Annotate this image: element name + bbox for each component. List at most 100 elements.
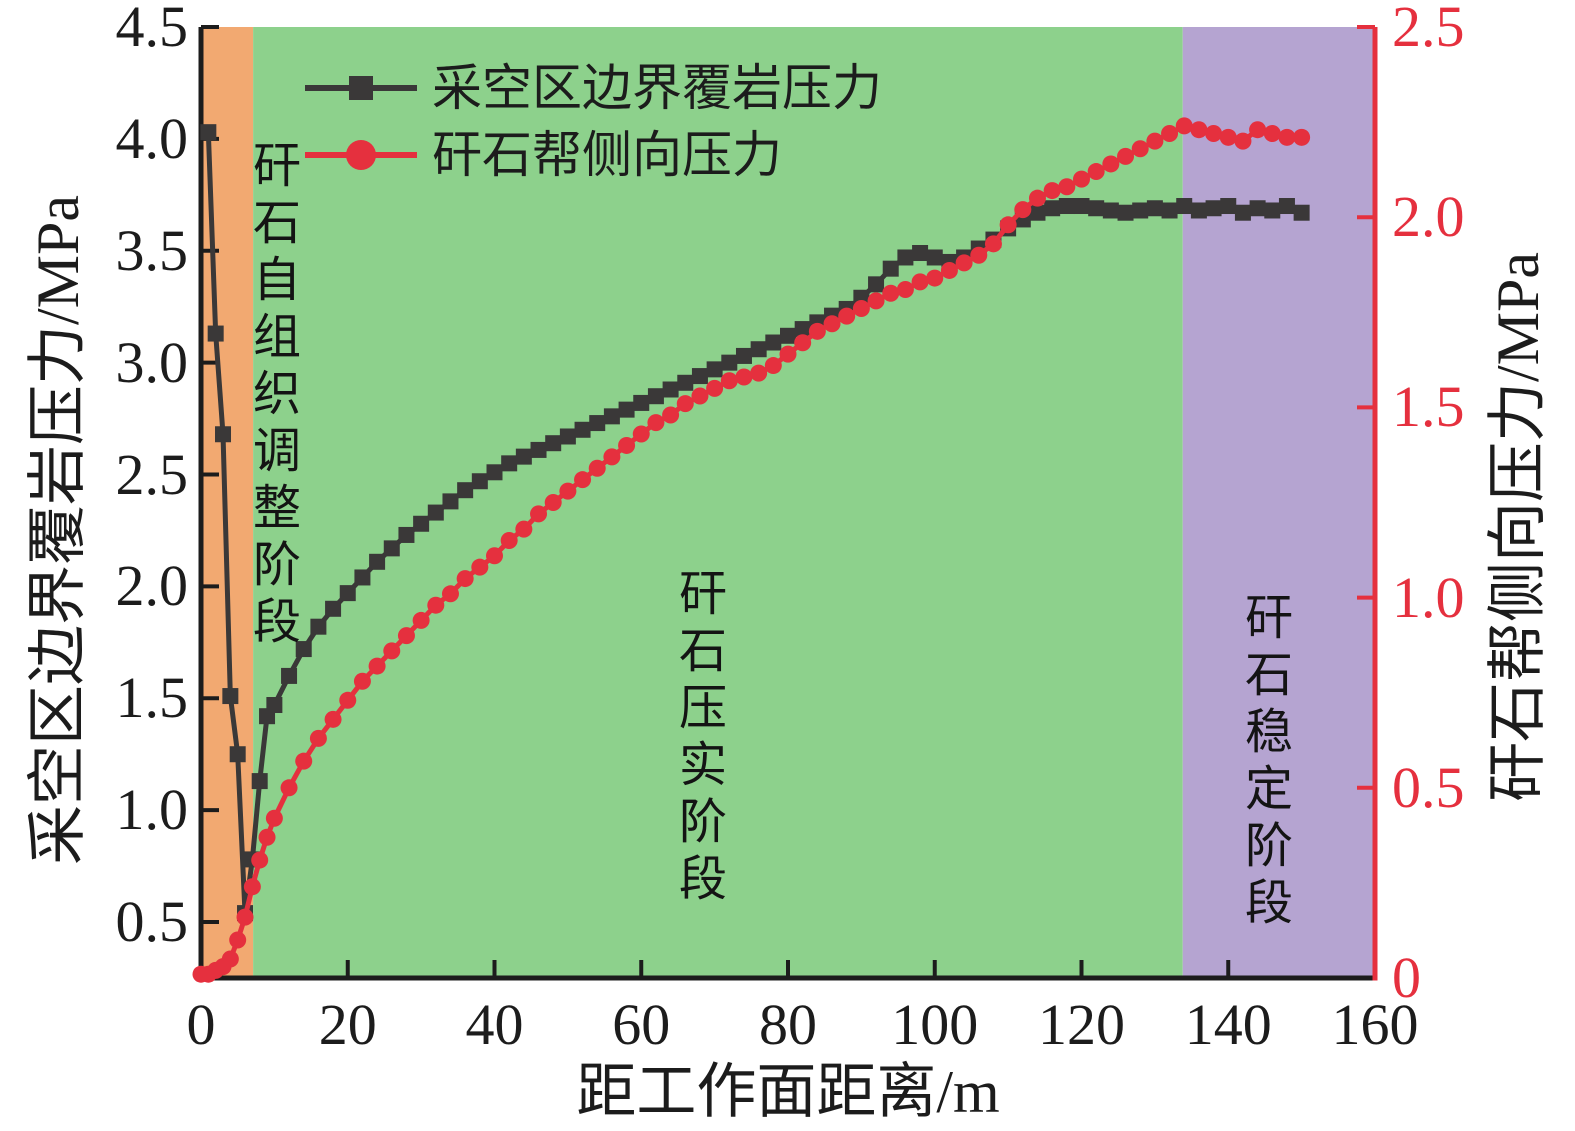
series-0-marker bbox=[442, 493, 459, 510]
series-1-marker bbox=[339, 691, 357, 709]
series-1-marker bbox=[823, 315, 841, 333]
y-right-tick-label: 0.5 bbox=[1392, 754, 1465, 820]
x-tick-label: 20 bbox=[318, 992, 377, 1057]
y-left-tick-label: 2.5 bbox=[115, 441, 189, 507]
series-1-marker bbox=[794, 334, 812, 352]
series-1-marker bbox=[251, 851, 269, 869]
series-0-marker bbox=[545, 435, 562, 452]
series-1-marker bbox=[647, 414, 665, 432]
series-0-marker bbox=[266, 697, 283, 714]
series-0-marker bbox=[1234, 204, 1251, 221]
series-0-marker bbox=[398, 526, 415, 543]
series-0-marker bbox=[413, 515, 430, 532]
x-tick-label: 40 bbox=[465, 992, 524, 1057]
series-1-marker bbox=[1043, 182, 1061, 200]
series-1-marker bbox=[984, 235, 1002, 253]
annotation-compaction-stage: 矸石压实阶段 bbox=[671, 568, 724, 910]
series-1-marker bbox=[1058, 178, 1076, 196]
series-1-marker bbox=[1073, 170, 1090, 188]
series-1-marker bbox=[896, 280, 914, 298]
series-0-marker bbox=[339, 585, 356, 602]
y-axis-left-title: 采空区边界覆岩压力/MPa bbox=[25, 194, 91, 866]
series-1-marker bbox=[588, 459, 606, 477]
series-1-marker bbox=[309, 729, 327, 747]
series-1-marker bbox=[970, 246, 988, 264]
series-1-marker bbox=[500, 532, 518, 550]
series-0-marker bbox=[1117, 204, 1134, 221]
x-tick-label: 100 bbox=[891, 992, 979, 1057]
series-1-marker bbox=[236, 908, 254, 926]
series-0-marker bbox=[229, 746, 246, 763]
series-1-marker bbox=[838, 307, 856, 325]
series-1-marker bbox=[1263, 125, 1281, 143]
series-0-marker bbox=[618, 401, 635, 418]
series-1-marker bbox=[324, 710, 342, 728]
x-tick-label: 160 bbox=[1331, 992, 1419, 1057]
series-0-marker bbox=[574, 421, 591, 438]
series-0-marker bbox=[633, 394, 650, 411]
x-tick-label: 140 bbox=[1184, 992, 1272, 1057]
series-0-marker bbox=[207, 325, 224, 342]
series-0-marker bbox=[647, 388, 664, 405]
series-0-marker bbox=[1249, 200, 1266, 217]
series-0-marker bbox=[603, 408, 620, 425]
series-0-marker bbox=[677, 374, 694, 391]
y-right-tick-label: 2.5 bbox=[1392, 0, 1465, 59]
series-0-marker bbox=[1029, 204, 1046, 221]
series-0-marker bbox=[515, 448, 532, 465]
series-1-marker bbox=[1234, 132, 1252, 150]
y-left-tick-label: 1.0 bbox=[115, 777, 189, 843]
x-tick-label: 60 bbox=[612, 992, 671, 1057]
series-0-marker bbox=[912, 245, 929, 262]
series-0-marker bbox=[750, 341, 767, 358]
series-1-marker bbox=[280, 779, 298, 797]
series-0-marker bbox=[1132, 202, 1149, 219]
series-0-marker bbox=[427, 504, 444, 521]
series-1-marker bbox=[427, 596, 445, 614]
series-1-marker bbox=[720, 372, 738, 390]
series-1-marker bbox=[1117, 147, 1135, 165]
y-right-tick-label: 1.5 bbox=[1392, 374, 1465, 440]
series-1-marker bbox=[852, 299, 870, 317]
series-0-marker bbox=[457, 482, 474, 499]
series-1-marker bbox=[258, 828, 276, 846]
series-0-marker bbox=[1190, 202, 1207, 219]
y-left-tick-label: 4.0 bbox=[115, 105, 189, 171]
series-0-marker bbox=[1058, 198, 1075, 215]
series-1-marker bbox=[1190, 121, 1208, 139]
series-0-marker bbox=[383, 540, 400, 557]
series-1-marker bbox=[750, 364, 768, 382]
series-0-marker bbox=[295, 641, 312, 658]
series-0-marker bbox=[486, 464, 503, 481]
series-1-marker bbox=[530, 505, 548, 523]
y-right-tick-label: 2.0 bbox=[1392, 184, 1465, 250]
series-0-marker bbox=[1088, 200, 1105, 217]
series-1-marker bbox=[295, 752, 313, 770]
series-1-marker bbox=[618, 436, 636, 454]
y-right-tick-label: 0 bbox=[1392, 945, 1421, 1010]
series-0-marker bbox=[1220, 198, 1237, 215]
series-0-marker bbox=[735, 347, 752, 364]
series-1-marker bbox=[441, 585, 459, 603]
annotation-self-organization-stage: 矸石自组织调整阶段 bbox=[245, 140, 298, 653]
series-1-marker bbox=[940, 261, 958, 279]
y-left-tick-label: 4.5 bbox=[115, 0, 189, 59]
series-1-marker bbox=[243, 878, 261, 896]
y-left-tick-label: 2.0 bbox=[115, 553, 189, 619]
series-1-marker bbox=[456, 570, 474, 588]
stage-region-2 bbox=[1182, 27, 1375, 978]
series-1-marker bbox=[1205, 125, 1223, 143]
series-1-marker bbox=[1131, 140, 1149, 158]
series-0-marker bbox=[1176, 198, 1193, 215]
series-0-marker bbox=[471, 473, 488, 490]
series-1-marker bbox=[353, 672, 371, 690]
y-left-tick-label: 3.5 bbox=[115, 217, 189, 283]
series-1-marker bbox=[229, 931, 247, 949]
series-1-marker bbox=[911, 273, 929, 291]
series-1-marker bbox=[676, 395, 694, 413]
series-1-marker bbox=[867, 292, 885, 310]
series-0-marker bbox=[765, 334, 782, 351]
series-1-marker bbox=[397, 627, 415, 645]
series-1-marker bbox=[691, 387, 709, 405]
